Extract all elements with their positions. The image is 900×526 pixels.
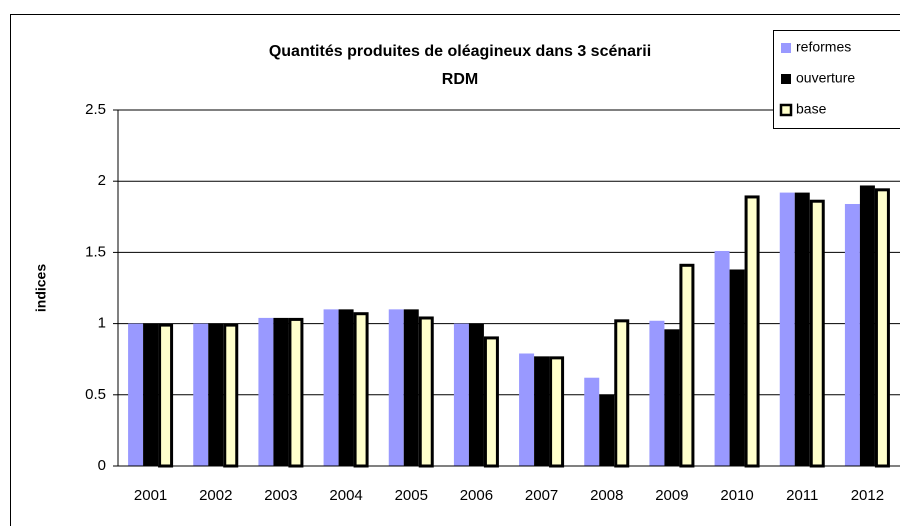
- bar: [323, 309, 339, 466]
- y-tick-label: 0.5: [85, 386, 106, 403]
- bar: [649, 320, 665, 466]
- bar: [519, 353, 535, 466]
- legend-label: reformes: [796, 39, 851, 55]
- y-tick-label: 1: [98, 315, 106, 332]
- bar: [338, 309, 354, 466]
- y-tick-label: 2.5: [85, 101, 106, 118]
- bar: [193, 323, 209, 466]
- x-tick-label: 2009: [655, 487, 688, 504]
- bar: [453, 323, 469, 466]
- x-tick-label: 2008: [590, 487, 623, 504]
- y-tick-label: 2: [98, 172, 106, 189]
- bar: [468, 323, 484, 466]
- x-tick-label: 2010: [720, 487, 753, 504]
- bar: [859, 185, 875, 467]
- bar: [584, 377, 600, 466]
- bar: [258, 317, 274, 466]
- bar: [273, 317, 289, 466]
- chart-title: RDM: [442, 71, 478, 88]
- y-tick-label: 1.5: [85, 243, 106, 260]
- bar: [664, 329, 680, 466]
- bar: [614, 319, 630, 468]
- bar: [599, 394, 615, 466]
- x-tick-label: 2011: [786, 487, 818, 504]
- chart-title: Quantités produites de oléagineux dans 3…: [269, 43, 651, 60]
- bar: [208, 323, 224, 466]
- bar: [729, 269, 745, 466]
- bar: [794, 192, 810, 467]
- legend-swatch: [779, 103, 793, 117]
- bar: [223, 323, 239, 468]
- bar: [714, 250, 730, 466]
- x-tick-label: 2007: [525, 487, 558, 504]
- bar: [388, 309, 404, 466]
- bar: [679, 263, 695, 468]
- x-tick-label: 2003: [264, 487, 297, 504]
- legend-swatch: [781, 43, 791, 53]
- bar: [744, 195, 760, 468]
- legend-box: [773, 30, 900, 129]
- bar: [288, 317, 304, 468]
- x-tick-label: 2005: [395, 487, 428, 504]
- x-tick-label: 2004: [329, 487, 362, 504]
- bar: [534, 356, 550, 466]
- legend-label: base: [796, 101, 827, 117]
- legend-label: ouverture: [796, 70, 855, 86]
- y-axis-label: indices: [33, 264, 49, 312]
- bar: [809, 199, 825, 468]
- bar: [844, 203, 860, 466]
- x-tick-label: 2002: [199, 487, 232, 504]
- bar: [143, 323, 159, 466]
- bar: [403, 309, 419, 466]
- legend-swatch: [781, 74, 791, 84]
- bar: [483, 336, 499, 468]
- bar: [128, 323, 144, 466]
- bar: [874, 188, 890, 468]
- bar: [353, 312, 369, 468]
- x-tick-label: 2012: [851, 487, 884, 504]
- y-tick-label: 0: [98, 457, 106, 474]
- bar: [779, 192, 795, 467]
- bar: [418, 316, 434, 468]
- x-tick-label: 2006: [460, 487, 493, 504]
- bar: [549, 356, 565, 468]
- x-tick-label: 2001: [134, 487, 167, 504]
- bar: [158, 323, 174, 468]
